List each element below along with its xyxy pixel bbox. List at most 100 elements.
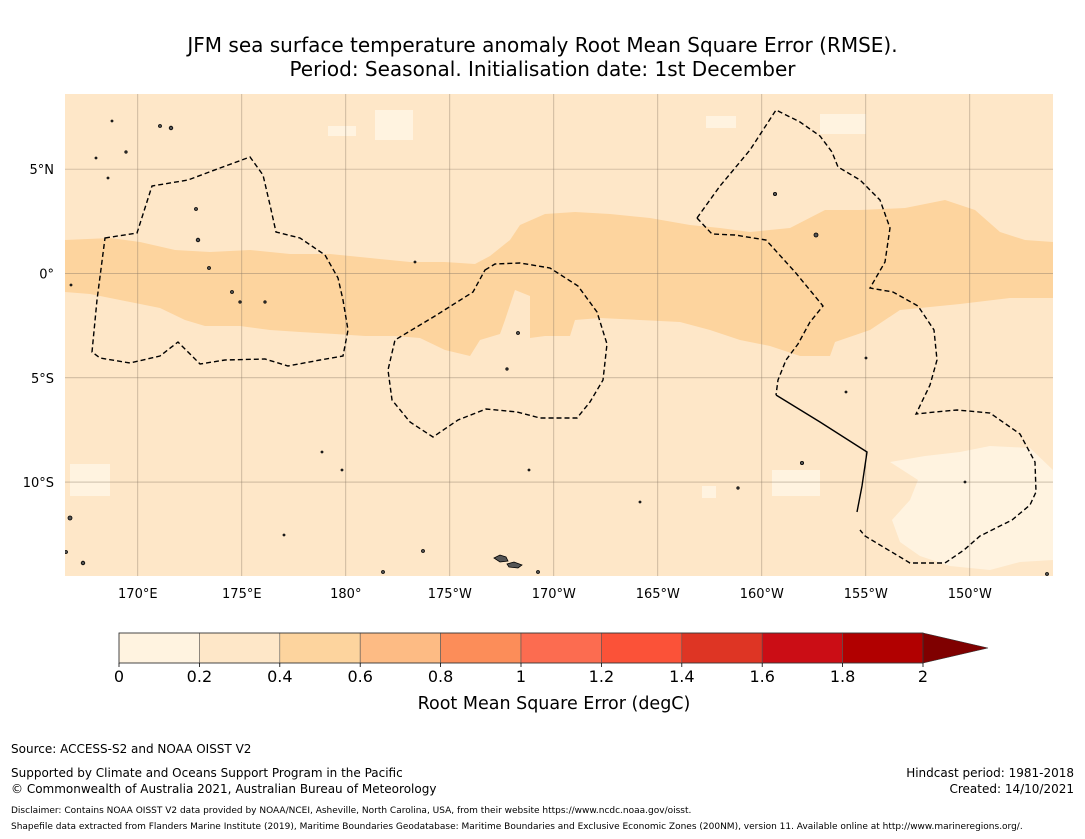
colorbar-extend-arrow	[922, 632, 989, 664]
eez-boundary-kiribati-gilbert	[91, 156, 349, 367]
colorbar-segment	[520, 632, 602, 664]
island	[282, 533, 286, 537]
lon-tick-label: 175°W	[428, 587, 472, 602]
hindcast-period: Hindcast period: 1981-2018	[906, 766, 1074, 780]
island	[194, 207, 198, 211]
low-rmse-patch	[328, 126, 356, 136]
colorbar-segment	[761, 632, 843, 664]
island	[340, 468, 344, 472]
colorbar-segment	[842, 632, 924, 664]
equatorial-rmse-band	[65, 200, 1053, 356]
chart-title: JFM sea surface temperature anomaly Root…	[0, 33, 1085, 81]
shapefile-credit: Shapefile data extracted from Flanders M…	[11, 822, 1023, 832]
island	[527, 468, 531, 472]
low-rmse-patch	[375, 110, 413, 140]
lon-tick-label: 150°W	[948, 587, 992, 602]
colorbar-segment	[440, 632, 522, 664]
island	[168, 125, 174, 131]
title-line-1: JFM sea surface temperature anomaly Root…	[187, 33, 898, 57]
latitude-tick-labels: 5°N 0° 5°S 10°S	[23, 163, 54, 491]
island	[158, 124, 162, 128]
eez-boundary-tokelau	[387, 262, 608, 438]
island	[69, 283, 73, 287]
island	[773, 191, 778, 196]
title-line-2: Period: Seasonal. Initialisation date: 1…	[289, 57, 796, 81]
low-rmse-patch	[772, 470, 820, 496]
colorbar-segment	[359, 632, 441, 664]
colorbar-title: Root Mean Square Error (degC)	[418, 694, 691, 714]
colorbar-tick-label: 1.8	[830, 667, 855, 686]
colorbar-tick-label: 1.2	[589, 667, 614, 686]
island	[80, 560, 86, 566]
colorbar-segment	[118, 632, 200, 664]
lon-tick-label: 160°W	[740, 587, 784, 602]
disclaimer: Disclaimer: Contains NOAA OISST V2 data …	[11, 806, 692, 816]
lat-tick-label: 5°S	[31, 372, 54, 387]
eez-boundary-kiribati-line	[696, 109, 1037, 564]
copyright-note: © Commonwealth of Australia 2021, Austra…	[11, 782, 437, 796]
island	[413, 260, 417, 264]
island	[506, 561, 523, 569]
lon-tick-label: 170°W	[532, 587, 576, 602]
island	[110, 119, 114, 123]
island	[263, 300, 267, 304]
source-note: Source: ACCESS-S2 and NOAA OISST V2	[11, 742, 252, 756]
colorbar-tick-label: 0.8	[428, 667, 453, 686]
island	[516, 331, 520, 335]
colorbar-segment	[199, 632, 281, 664]
colorbar-tick-label: 2	[918, 667, 928, 686]
island	[493, 554, 509, 563]
low-rmse-patch	[702, 486, 716, 498]
island	[844, 390, 848, 394]
low-rmse-patch	[70, 464, 110, 496]
lon-tick-label: 170°E	[118, 587, 158, 602]
colorbar-segment	[681, 632, 763, 664]
island	[195, 237, 201, 243]
support-note: Supported by Climate and Oceans Support …	[11, 766, 403, 780]
island	[1045, 572, 1049, 576]
colorbar-tick-label: 0	[114, 667, 124, 686]
low-rmse-patch	[706, 116, 736, 128]
island	[381, 570, 385, 574]
island	[65, 550, 68, 554]
lat-tick-label: 10°S	[23, 476, 54, 491]
colorbar-tick-label: 0.6	[347, 667, 372, 686]
island	[505, 367, 509, 371]
island	[638, 500, 642, 504]
lon-tick-label: 165°W	[636, 587, 680, 602]
island	[800, 460, 805, 465]
colorbar-tick-label: 1.6	[749, 667, 774, 686]
longitude-tick-labels: 170°E 175°E 180° 175°W 170°W 165°W 160°W 155°W 1…	[118, 587, 992, 602]
island	[67, 515, 73, 521]
island	[864, 356, 868, 360]
low-rmse-patch	[890, 446, 1053, 570]
lat-tick-label: 5°N	[30, 163, 55, 178]
colorbar-tick-label: 1.4	[669, 667, 694, 686]
lon-tick-label: 175°E	[222, 587, 262, 602]
island	[94, 156, 98, 160]
colorbar-tick-labels: 0 0.2 0.4 0.6 0.8 1 1.2 1.4 1.6 1.8 2	[114, 663, 928, 686]
colorbar-tick-label: 1	[516, 667, 526, 686]
eez-boundary-kiribati-line-west	[696, 217, 824, 396]
island	[207, 266, 211, 270]
graticule	[65, 94, 1053, 576]
colorbar	[118, 632, 989, 664]
lat-tick-label: 0°	[39, 267, 54, 282]
lon-tick-label: 155°W	[844, 587, 888, 602]
island	[813, 232, 819, 238]
island	[124, 150, 128, 154]
created-date: Created: 14/10/2021	[949, 782, 1074, 796]
island	[736, 486, 740, 490]
colorbar-segment	[279, 632, 361, 664]
island	[320, 450, 324, 454]
island	[106, 176, 110, 180]
colorbar-tick-label: 0.2	[187, 667, 212, 686]
low-rmse-patch	[820, 114, 866, 134]
island	[230, 290, 234, 294]
island	[421, 549, 425, 553]
island	[536, 570, 540, 574]
lon-tick-label: 180°	[330, 587, 361, 602]
eez-boundary-solid	[775, 394, 868, 513]
island	[963, 480, 967, 484]
